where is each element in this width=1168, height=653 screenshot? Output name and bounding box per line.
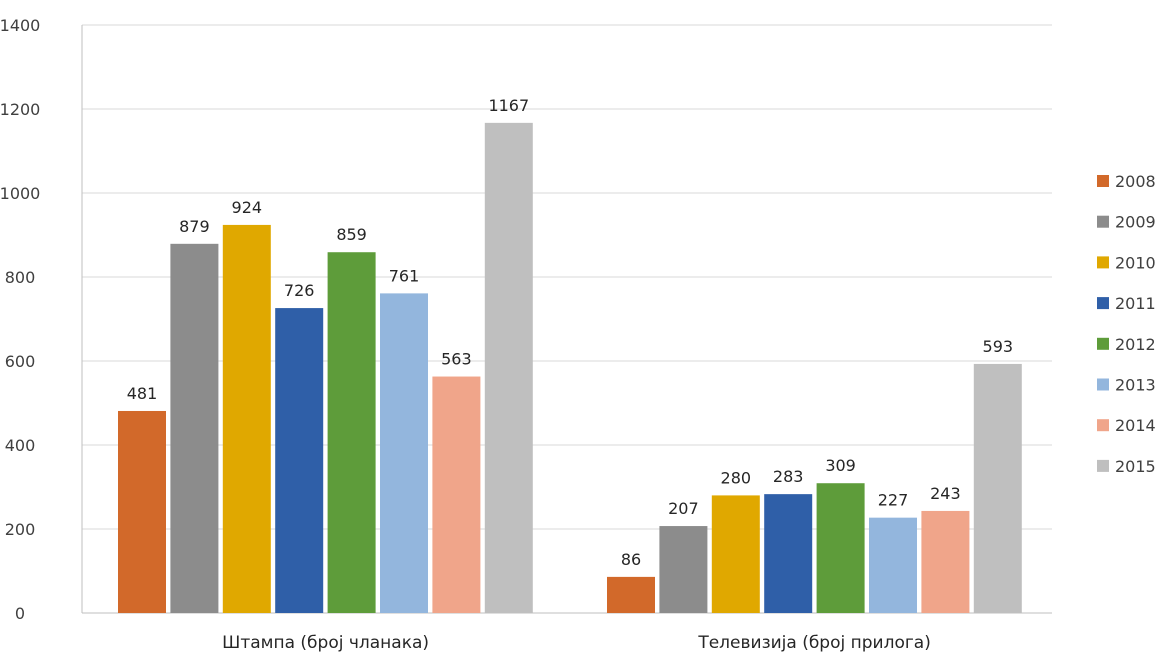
bar-2013-tv [869,517,917,613]
data-label: 859 [336,225,367,244]
data-label: 879 [179,217,210,236]
bar-2010-press [222,224,271,614]
category-label: Штампа (број чланака) [222,633,429,653]
bar-2010-tv [711,495,760,613]
y-tick-label: 0 [15,604,25,623]
legend-label: 2013 [1115,376,1156,395]
legend-item-2008: 2008 [1097,172,1156,191]
data-label: 761 [389,266,420,285]
data-label: 243 [930,484,961,503]
bar-2012-tv [816,483,865,613]
data-label: 86 [621,550,641,569]
data-label: 593 [983,337,1014,356]
bars [118,122,1022,614]
legend-label: 2014 [1115,416,1156,435]
legend-item-2010: 2010 [1097,253,1156,272]
legend-swatch [1097,256,1109,269]
bar-2014-press [432,376,481,613]
bar-2014-tv [921,510,970,613]
legend-item-2009: 2009 [1097,213,1156,232]
legend-swatch [1097,419,1109,432]
data-label: 1167 [488,96,529,115]
legend-item-2011: 2011 [1097,294,1156,313]
legend-item-2013: 2013 [1097,376,1156,395]
data-label: 726 [284,281,315,300]
y-axis-ticks: 0 200 400 600 800 1000 1200 1400 [0,16,40,623]
bar-2009-tv [659,526,708,613]
bar-2015-tv [973,363,1022,613]
legend-swatch [1097,215,1109,228]
category-label: Телевизија (број прилога) [697,633,931,653]
y-tick-label: 200 [5,520,36,539]
legend-label: 2012 [1115,335,1156,354]
data-label: 924 [232,198,263,217]
legend-item-2014: 2014 [1097,416,1156,435]
legend-swatch [1097,378,1109,391]
y-tick-label: 1000 [0,184,40,203]
y-tick-label: 800 [5,268,36,287]
legend-label: 2008 [1115,172,1156,191]
legend-label: 2015 [1115,457,1156,476]
legend-swatch [1097,337,1109,350]
legend-item-2015: 2015 [1097,457,1156,476]
bar-2012-press [327,252,376,613]
bar-2011-press [275,308,324,613]
y-tick-label: 1400 [0,16,40,35]
legend-label: 2009 [1115,213,1156,232]
data-label: 309 [825,456,856,475]
data-label: 227 [878,491,909,510]
data-label: 481 [127,384,158,403]
legend: 2008 2009 2010 2011 2012 2013 2014 2015 [1097,172,1156,476]
bar-2008-tv [607,576,655,613]
data-label: 280 [721,468,752,487]
data-label: 207 [668,499,699,518]
y-tick-label: 400 [5,436,36,455]
y-tick-label: 1200 [0,100,40,119]
bar-2015-press [484,122,533,614]
legend-swatch [1097,459,1109,472]
bar-2008-press [118,410,166,613]
category-labels: Штампа (број чланака) Телевизија (број пр… [222,633,931,653]
bar-2011-tv [764,494,813,613]
legend-swatch [1097,175,1109,187]
legend-swatch [1097,297,1109,310]
bar-2013-press [380,293,428,613]
legend-label: 2011 [1115,294,1156,313]
y-tick-label: 600 [5,352,36,371]
legend-label: 2010 [1115,253,1156,272]
data-label: 563 [441,350,472,369]
legend-item-2012: 2012 [1097,335,1156,354]
data-labels: 481 879 924 726 859 761 563 1167 86 207 280 283 309 2… [127,96,1013,569]
data-label: 283 [773,467,804,486]
bar-2009-press [170,243,219,613]
